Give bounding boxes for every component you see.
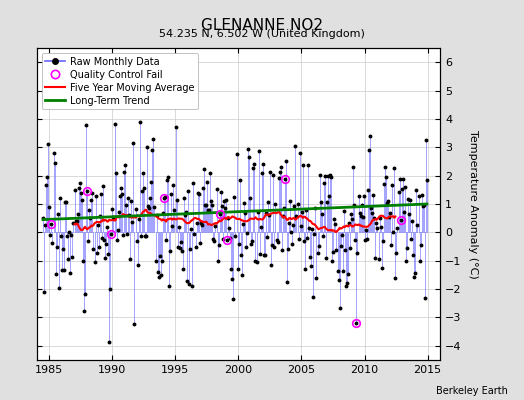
Y-axis label: Temperature Anomaly (°C): Temperature Anomaly (°C) [468,130,478,278]
Text: Berkeley Earth: Berkeley Earth [436,386,508,396]
Text: GLENANNE NO2: GLENANNE NO2 [201,18,323,33]
Legend: Raw Monthly Data, Quality Control Fail, Five Year Moving Average, Long-Term Tren: Raw Monthly Data, Quality Control Fail, … [41,53,198,109]
Text: 54.235 N, 6.502 W (United Kingdom): 54.235 N, 6.502 W (United Kingdom) [159,29,365,39]
